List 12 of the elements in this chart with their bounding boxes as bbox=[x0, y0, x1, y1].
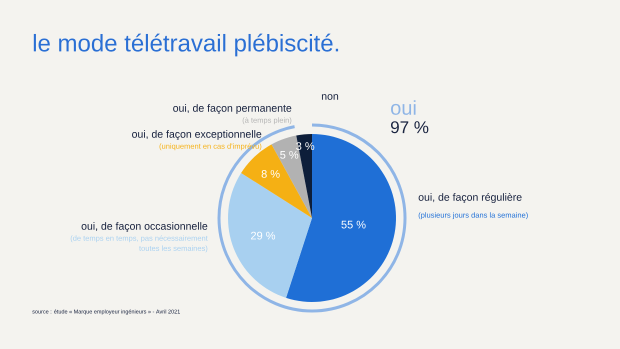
chart-title: le mode télétravail plébiscité. bbox=[34, 34, 338, 56]
text: 97 % bbox=[391, 121, 428, 134]
text: oui bbox=[391, 100, 416, 115]
slice-label: oui, de façon occasionnelle bbox=[82, 222, 208, 232]
data-label: 55 % bbox=[341, 220, 366, 228]
slice-label: oui, de façon permanente bbox=[173, 104, 292, 114]
slice-label: oui, de façon exceptionnelle bbox=[132, 130, 262, 140]
slice-label: oui, de façon régulière bbox=[418, 193, 522, 203]
data-label: 5 % bbox=[280, 150, 298, 159]
data-label: 29 % bbox=[251, 232, 276, 240]
data-label: 8 % bbox=[262, 170, 280, 178]
slice-label: non bbox=[322, 94, 338, 100]
